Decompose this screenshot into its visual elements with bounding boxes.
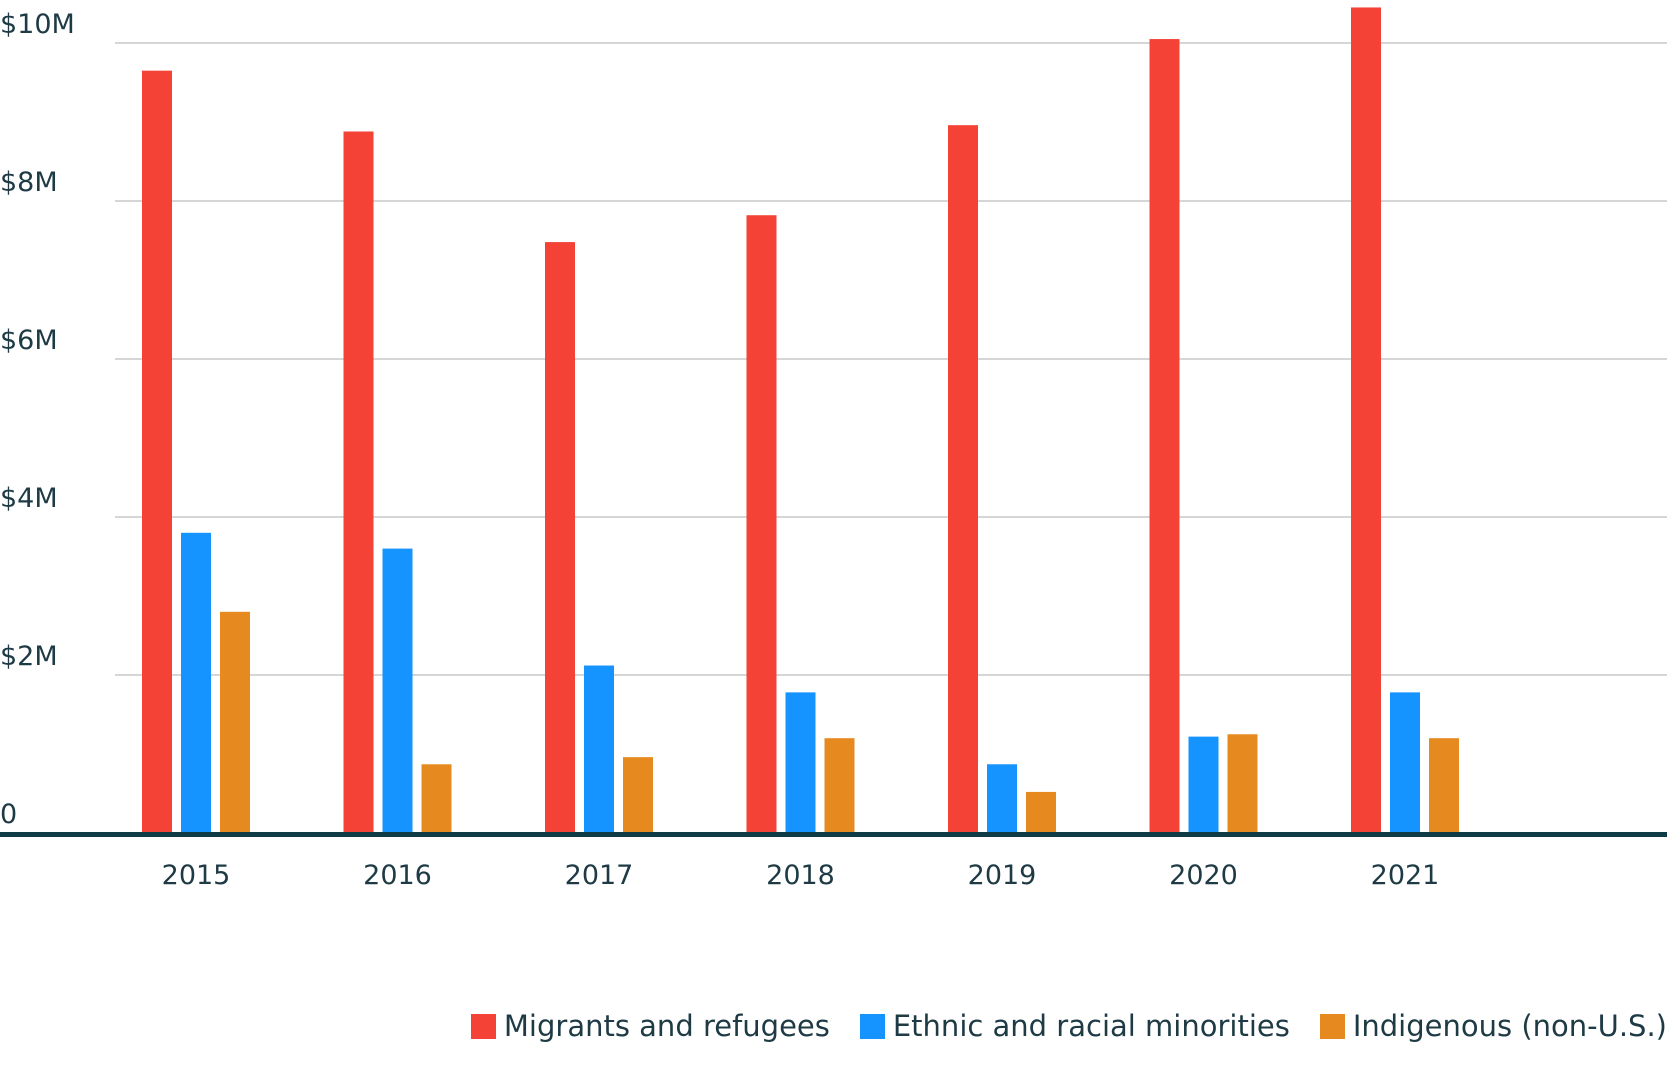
- bars: [142, 7, 1459, 834]
- bar-2021-series-1: [1390, 692, 1420, 833]
- bar-2020-series-1: [1188, 736, 1219, 833]
- x-tick-label: 2016: [363, 860, 432, 891]
- legend-label: Ethnic and racial minorities: [892, 1009, 1290, 1043]
- gridlines: [115, 42, 1667, 676]
- legend-item-indigenous: Indigenous (non-U.S.): [1319, 1009, 1667, 1043]
- x-tick-label: 2015: [162, 860, 231, 891]
- bar-2016-series-1: [382, 548, 413, 833]
- bar-2020-series-0: [1149, 39, 1180, 834]
- bar-2015-series-0: [142, 70, 172, 833]
- legend-item-migrants: Migrants and refugees: [470, 1009, 830, 1043]
- bar-chart: 0$2M$4M$6M$8M$10M 2015 2016 2017 2018 2019 20…: [0, 7, 1667, 891]
- bar-2019-series-2: [1026, 791, 1056, 833]
- legend-label: Migrants and refugees: [503, 1009, 830, 1043]
- legend-swatch: [1319, 1013, 1345, 1039]
- legend: Migrants and refugees Ethnic and racial …: [441, 1009, 1667, 1043]
- bar-2020-series-2: [1227, 734, 1258, 833]
- bar-2017-series-1: [584, 665, 614, 833]
- x-tick-label: 2017: [565, 860, 634, 891]
- bar-2016-series-0: [343, 131, 374, 834]
- y-tick-label: $2M: [0, 641, 58, 672]
- legend-swatch: [859, 1013, 885, 1039]
- x-axis-ticks: 2015 2016 2017 2018 2019 2020 2021: [162, 860, 1440, 891]
- bar-2018-series-0: [746, 215, 777, 834]
- y-tick-label: $10M: [0, 9, 75, 40]
- y-tick-label: $4M: [0, 483, 58, 514]
- y-tick-label: $8M: [0, 167, 58, 198]
- y-axis-ticks: 0 $2M $4M $6M $8M $10M: [0, 9, 75, 830]
- bar-2016-series-2: [421, 764, 452, 833]
- bar-2019-series-1: [987, 764, 1017, 833]
- y-tick-label: $6M: [0, 325, 58, 356]
- bar-2018-series-2: [824, 738, 855, 833]
- bar-2017-series-0: [545, 242, 575, 833]
- bar-2015-series-1: [181, 532, 211, 833]
- bar-2021-series-0: [1351, 7, 1381, 833]
- x-tick-label: 2019: [968, 860, 1037, 891]
- bar-2015-series-2: [220, 611, 250, 833]
- x-tick-label: 2018: [766, 860, 835, 891]
- legend-swatch: [470, 1013, 496, 1039]
- legend-label: Indigenous (non-U.S.): [1352, 1009, 1667, 1043]
- x-tick-label: 2021: [1371, 860, 1440, 891]
- bar-2019-series-0: [948, 125, 978, 833]
- bar-2018-series-1: [785, 692, 816, 833]
- bar-2021-series-2: [1429, 738, 1459, 833]
- bar-2017-series-2: [623, 757, 653, 833]
- x-tick-label: 2020: [1169, 860, 1238, 891]
- legend-item-minorities: Ethnic and racial minorities: [859, 1009, 1290, 1043]
- y-tick-label: 0: [0, 799, 17, 830]
